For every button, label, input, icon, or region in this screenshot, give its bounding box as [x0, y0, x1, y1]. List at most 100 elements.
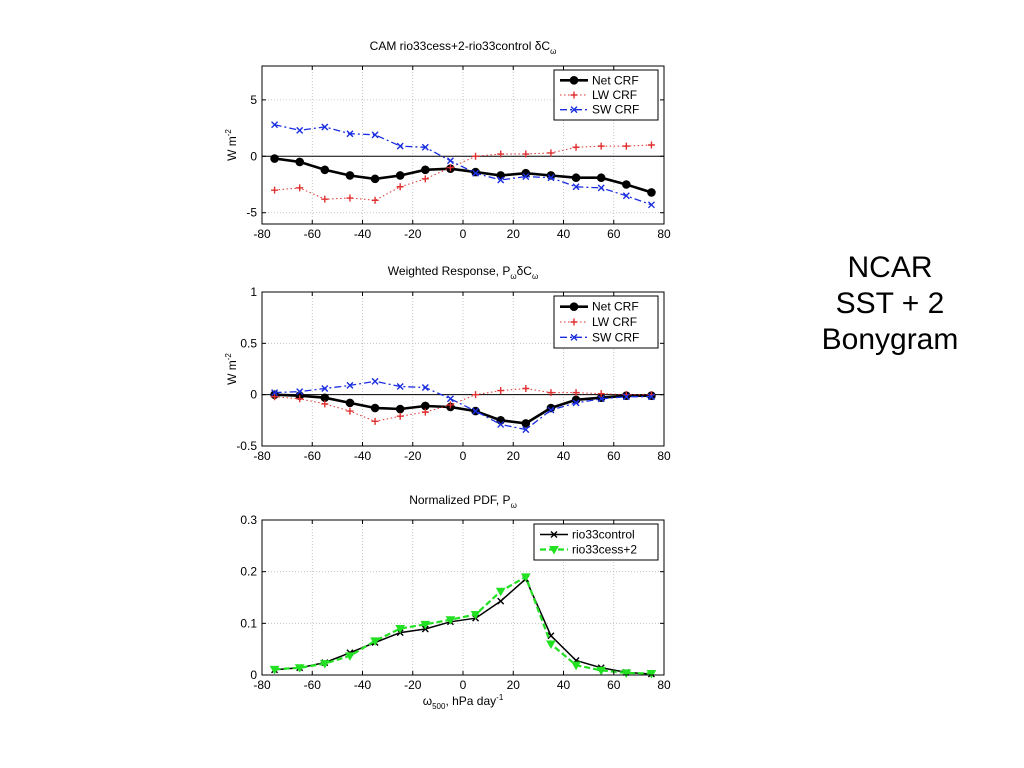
- x-tick-label: -80: [253, 227, 271, 241]
- y-tick-label: 0.5: [240, 336, 257, 350]
- data-point-marker: [445, 616, 456, 625]
- x-tick-label: -20: [404, 227, 422, 241]
- chart-title-text: CAM rio33cess+2-rio33control δC: [370, 39, 551, 53]
- data-point-marker: [572, 183, 580, 191]
- x-tick-label: 80: [657, 227, 671, 241]
- x-tick-label: -80: [253, 449, 271, 463]
- x-tick-label: -60: [304, 449, 322, 463]
- data-point-marker: [371, 417, 379, 425]
- series-rio33cess-2: [269, 573, 657, 679]
- data-point-marker: [296, 388, 304, 396]
- data-point-marker: [270, 154, 279, 163]
- data-point-marker: [346, 194, 354, 202]
- data-point-marker: [547, 149, 555, 157]
- series-lw-crf: [271, 141, 655, 204]
- data-point-marker: [421, 408, 429, 416]
- data-point-marker: [621, 669, 632, 678]
- x-tick-label: -40: [354, 678, 372, 692]
- chart-title: Normalized PDF, Pω: [409, 493, 517, 510]
- data-point-marker: [497, 150, 505, 158]
- data-point-marker: [296, 395, 304, 403]
- data-point-marker: [547, 174, 555, 182]
- data-point-marker: [370, 403, 380, 413]
- legend-label: LW CRF: [592, 88, 637, 102]
- data-point-marker: [472, 152, 480, 160]
- y-tick-label: 5: [250, 93, 257, 107]
- data-point-marker: [271, 389, 279, 397]
- x-tick-label: 40: [557, 678, 571, 692]
- data-point-marker: [547, 406, 555, 414]
- x-tick-label: -80: [253, 678, 271, 692]
- y-axis-label: W m-2: [224, 353, 239, 385]
- data-point-marker: [622, 192, 630, 200]
- legend-swatch-marker: [569, 76, 579, 85]
- y-tick-label: 0.1: [240, 616, 257, 630]
- data-point-marker: [497, 387, 505, 395]
- legend-label: Net CRF: [592, 300, 639, 314]
- data-point-marker: [345, 398, 355, 408]
- legend-label: Net CRF: [592, 73, 639, 87]
- x-axis-label-subscript: 500: [432, 702, 446, 711]
- x-axis-label: ω500, hPa day-1: [423, 693, 504, 711]
- data-point-marker: [572, 389, 580, 397]
- legend-swatch-marker: [570, 91, 578, 99]
- y-tick-label: 1: [250, 285, 257, 299]
- legend-label: LW CRF: [592, 315, 637, 329]
- data-point-marker: [271, 393, 279, 401]
- data-point-marker: [269, 665, 280, 675]
- chart-title-text: Normalized PDF, P: [409, 493, 510, 507]
- data-point-marker: [396, 183, 404, 191]
- series-line: [274, 380, 652, 431]
- side-title-line-2: SST + 2: [835, 287, 945, 320]
- data-point-marker: [596, 173, 606, 183]
- x-tick-label: 0: [460, 678, 467, 692]
- data-point-marker: [521, 419, 531, 428]
- series-sw-crf: [271, 377, 655, 434]
- x-tick-label: -20: [404, 678, 422, 692]
- legend-swatch-marker: [570, 106, 578, 114]
- y-tick-label: 0.3: [240, 513, 257, 527]
- data-point-marker: [271, 121, 279, 129]
- series-line: [274, 393, 652, 425]
- data-point-marker: [446, 395, 454, 403]
- x-tick-label: 80: [657, 678, 671, 692]
- chart-crf-difference: -80 -60 -40 -20 0 20 40 60 80 -5 0 5 CAM rio33cess+2…: [224, 39, 671, 241]
- x-tick-label: 40: [557, 449, 571, 463]
- data-point-marker: [497, 597, 505, 605]
- x-tick-label: -40: [354, 449, 372, 463]
- data-point-marker: [597, 390, 605, 398]
- data-point-marker: [420, 620, 431, 630]
- y-axis-label-text: W m: [225, 360, 239, 385]
- data-point-marker: [321, 400, 329, 408]
- data-point-marker: [472, 391, 480, 399]
- x-tick-label: 0: [460, 449, 467, 463]
- chart-title-text: Weighted Response, P: [388, 264, 511, 278]
- chart-title-suffix: δC: [517, 264, 533, 278]
- data-point-marker: [321, 195, 329, 203]
- data-point-marker: [396, 382, 404, 390]
- legend-label: rio33cess+2: [572, 543, 637, 557]
- data-point-marker: [496, 416, 505, 425]
- legend-swatch-marker: [570, 333, 578, 341]
- data-point-marker: [271, 186, 279, 194]
- data-point-marker: [497, 176, 505, 184]
- data-point-marker: [346, 407, 354, 415]
- data-point-marker: [345, 652, 355, 661]
- x-tick-label: 80: [657, 449, 671, 463]
- legend-box: [533, 523, 659, 561]
- x-tick-label: 0: [460, 227, 467, 241]
- data-point-marker: [647, 201, 655, 209]
- data-point-marker: [371, 377, 379, 385]
- data-point-marker: [520, 573, 531, 582]
- x-tick-label: 60: [607, 449, 621, 463]
- data-point-marker: [346, 381, 354, 389]
- data-point-marker: [472, 169, 480, 177]
- data-point-marker: [295, 157, 304, 167]
- legend-swatch-marker: [549, 546, 559, 555]
- data-point-marker: [546, 640, 556, 650]
- y-tick-label: -5: [246, 206, 257, 220]
- x-tick-label: -60: [304, 227, 322, 241]
- data-point-marker: [646, 669, 657, 679]
- data-point-marker: [395, 404, 405, 414]
